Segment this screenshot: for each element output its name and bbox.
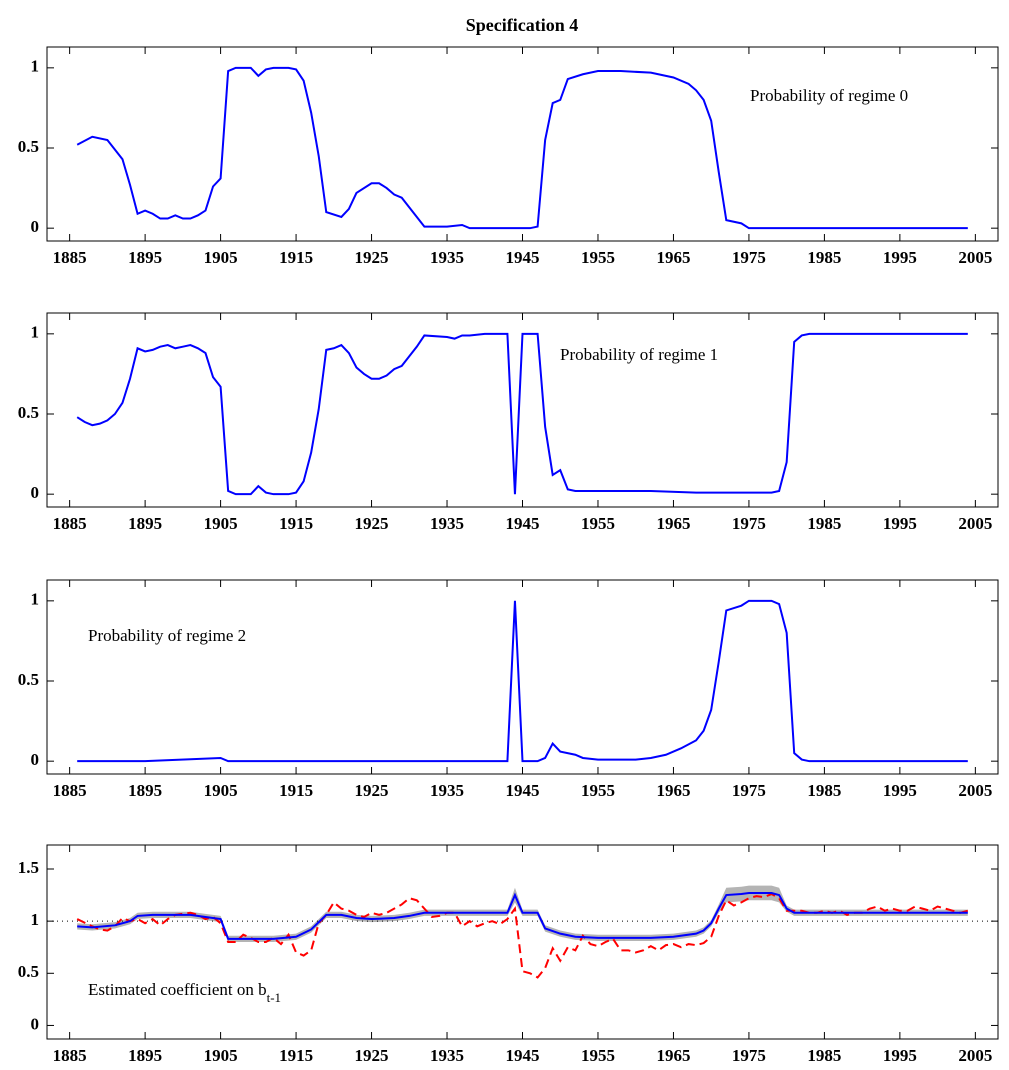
x-tick-label: 1935 xyxy=(430,781,464,800)
x-tick-label: 1885 xyxy=(53,514,87,533)
x-tick-label: 1985 xyxy=(807,514,841,533)
plot-frame xyxy=(46,844,999,1040)
x-tick-label: 1905 xyxy=(204,1046,238,1065)
y-tick-label: 0.5 xyxy=(18,137,39,156)
x-tick-label: 1955 xyxy=(581,514,615,533)
x-tick-label: 1955 xyxy=(581,248,615,267)
x-tick-label: 1965 xyxy=(656,781,690,800)
y-tick-label: 0 xyxy=(31,217,40,236)
y-tick-label: 0 xyxy=(31,1014,40,1033)
x-tick-label: 1995 xyxy=(883,781,917,800)
x-tick-label: 1995 xyxy=(883,1046,917,1065)
x-tick-label: 1945 xyxy=(506,781,540,800)
x-tick-label: 1955 xyxy=(581,781,615,800)
x-tick-label: 1895 xyxy=(128,1046,162,1065)
x-tick-label: 1985 xyxy=(807,248,841,267)
annotation-text: Probability of regime 1 xyxy=(560,345,718,364)
x-tick-label: 1945 xyxy=(506,514,540,533)
x-tick-label: 1885 xyxy=(53,248,87,267)
x-tick-label: 1955 xyxy=(581,1046,615,1065)
x-tick-label: 1925 xyxy=(355,1046,389,1065)
annotation-subscript: t-1 xyxy=(267,990,281,1005)
annotation-text: Probability of regime 2 xyxy=(88,626,246,645)
panel: 1885 1895 1905 1915 1925 1935 1945 1955 1965 1975… xyxy=(18,312,999,533)
x-tick-label: 1925 xyxy=(355,514,389,533)
y-tick-label: 1 xyxy=(31,57,40,76)
y-tick-label: 0.5 xyxy=(18,670,39,689)
data-line xyxy=(76,332,968,496)
y-tick-label: 1 xyxy=(31,323,40,342)
x-tick-label: 1905 xyxy=(204,514,238,533)
panel: 1885 1895 1905 1915 1925 1935 1945 1955 1965 1975… xyxy=(18,579,999,800)
data-line xyxy=(76,892,969,979)
data-line xyxy=(77,891,968,940)
x-tick-label: 1915 xyxy=(279,1046,313,1065)
x-tick-label: 1975 xyxy=(732,514,766,533)
data-line xyxy=(77,599,968,763)
x-tick-label: 1905 xyxy=(204,781,238,800)
annotation-text: Probability of regime 0 xyxy=(750,86,908,105)
x-tick-label: 2005 xyxy=(958,514,992,533)
annotation-text: Estimated coefficient on b xyxy=(88,980,267,999)
x-tick-label: 1975 xyxy=(732,1046,766,1065)
chart-title: Specification 4 xyxy=(466,15,579,35)
data-line xyxy=(76,66,968,230)
y-tick-label: 1 xyxy=(31,910,40,929)
x-tick-label: 1945 xyxy=(506,248,540,267)
x-tick-label: 1995 xyxy=(883,514,917,533)
x-tick-label: 1915 xyxy=(279,781,313,800)
annotation: Probability of regime 2 xyxy=(88,626,246,645)
x-tick-label: 1915 xyxy=(279,248,313,267)
y-tick-label: 0 xyxy=(31,750,40,769)
y-tick-label: 0.5 xyxy=(18,962,39,981)
x-tick-label: 1895 xyxy=(128,781,162,800)
x-tick-label: 1905 xyxy=(204,248,238,267)
y-tick-label: 1 xyxy=(31,590,40,609)
x-tick-label: 1935 xyxy=(430,514,464,533)
x-tick-label: 1895 xyxy=(128,514,162,533)
x-tick-label: 1975 xyxy=(732,781,766,800)
x-tick-label: 1935 xyxy=(430,248,464,267)
annotation: Probability of regime 1 xyxy=(560,345,718,364)
x-tick-label: 1985 xyxy=(807,781,841,800)
y-tick-label: 0 xyxy=(31,483,40,502)
x-tick-label: 1965 xyxy=(656,248,690,267)
x-tick-label: 1965 xyxy=(656,1046,690,1065)
x-tick-label: 2005 xyxy=(958,1046,992,1065)
x-tick-label: 1975 xyxy=(732,248,766,267)
confidence-band xyxy=(77,885,968,942)
x-tick-label: 1995 xyxy=(883,248,917,267)
x-tick-label: 1915 xyxy=(279,514,313,533)
x-tick-label: 1925 xyxy=(355,248,389,267)
annotation: Probability of regime 0 xyxy=(750,86,908,105)
panel: 1885 1895 1905 1915 1925 1935 1945 1955 1965 1975… xyxy=(18,844,999,1065)
x-tick-label: 1885 xyxy=(53,781,87,800)
x-tick-label: 1965 xyxy=(656,514,690,533)
y-tick-label: 1.5 xyxy=(18,858,39,877)
y-tick-label: 0.5 xyxy=(18,403,39,422)
x-tick-label: 1935 xyxy=(430,1046,464,1065)
annotation: Estimated coefficient on bt-1 xyxy=(88,980,281,1005)
x-tick-label: 1925 xyxy=(355,781,389,800)
x-tick-label: 2005 xyxy=(958,248,992,267)
x-tick-label: 1885 xyxy=(53,1046,87,1065)
x-tick-label: 1895 xyxy=(128,248,162,267)
panel: 1885 1895 1905 1915 1925 1935 1945 1955 1965 1975… xyxy=(18,46,999,267)
x-tick-label: 1945 xyxy=(506,1046,540,1065)
plot-frame xyxy=(46,46,999,242)
x-tick-label: 1985 xyxy=(807,1046,841,1065)
x-tick-label: 2005 xyxy=(958,781,992,800)
